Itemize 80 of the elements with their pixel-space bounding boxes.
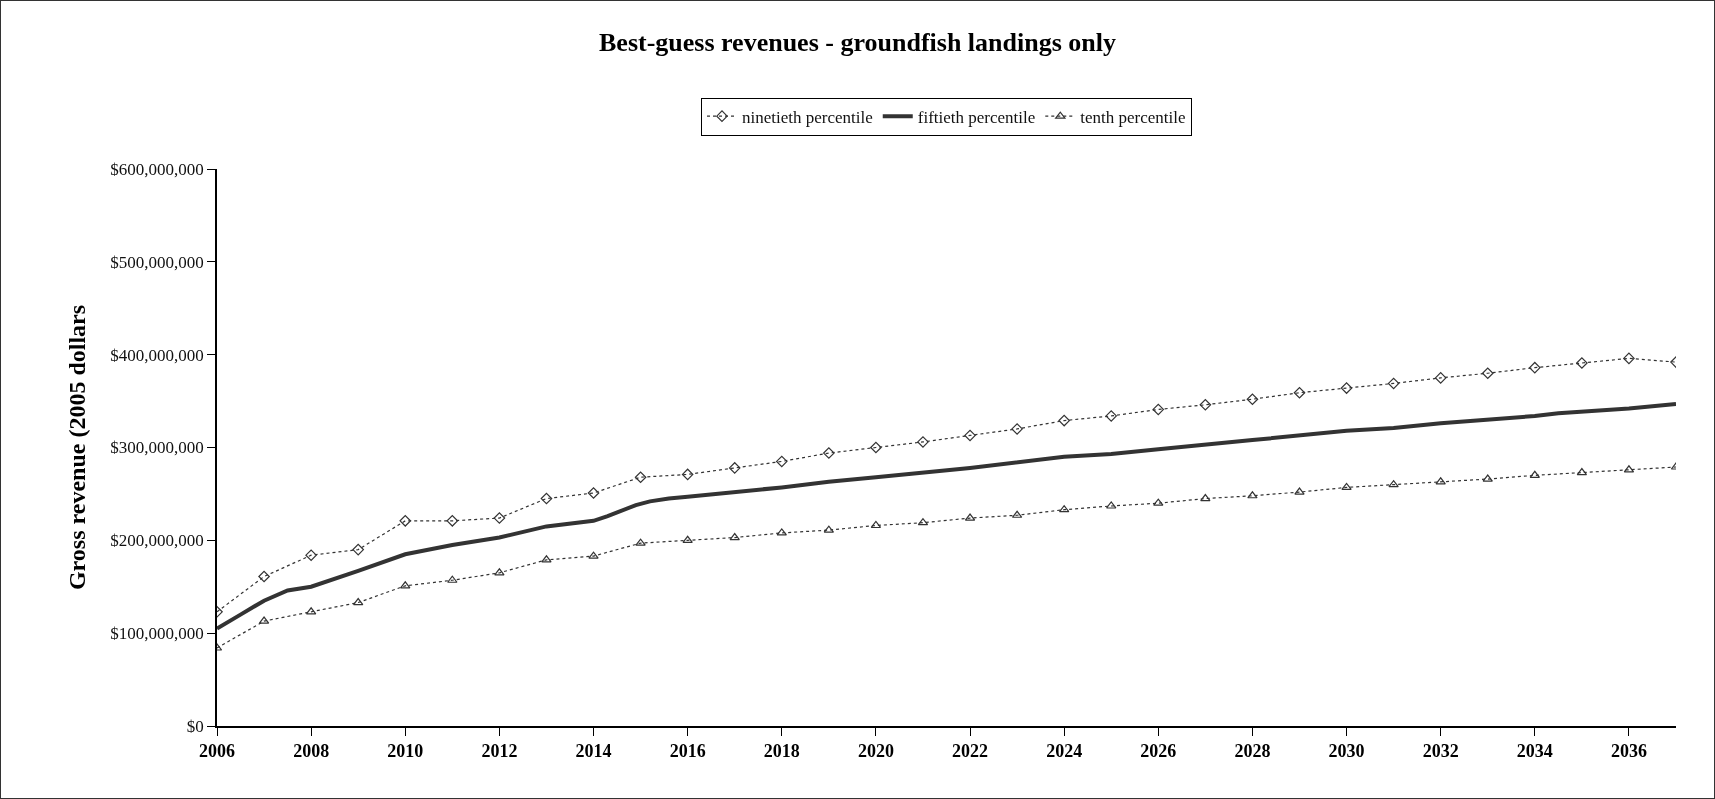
point	[1576, 467, 1588, 476]
point	[1341, 482, 1352, 491]
point	[352, 543, 364, 556]
x-tick-label: 2034	[1516, 741, 1553, 762]
point	[870, 520, 882, 529]
x-tick-label: 2016	[669, 741, 706, 762]
y-tick-label: $0	[186, 716, 204, 736]
point	[541, 555, 552, 563]
point	[681, 468, 694, 481]
point	[1153, 498, 1164, 506]
point	[540, 492, 553, 505]
y-tick-label: $400,000,000	[110, 345, 204, 365]
point	[823, 447, 835, 459]
point	[1199, 399, 1212, 411]
point	[917, 436, 929, 448]
point	[1481, 367, 1494, 380]
point	[635, 538, 646, 546]
point	[1387, 377, 1400, 390]
point	[1294, 487, 1305, 495]
point	[1247, 491, 1258, 499]
point	[964, 429, 976, 442]
line-series	[217, 401, 1676, 631]
x-tick-label: 2036	[1610, 741, 1647, 762]
x-tick-label: 2020	[857, 741, 894, 762]
x-tick-label: 2010	[387, 741, 424, 762]
point	[1105, 410, 1118, 422]
point	[1152, 403, 1165, 416]
point	[1623, 352, 1635, 365]
point	[399, 515, 412, 527]
x-tick-label: 2008	[293, 741, 330, 762]
point	[352, 597, 364, 606]
point	[588, 551, 599, 559]
point	[1482, 474, 1493, 482]
point	[634, 471, 647, 484]
y-tick-label: $500,000,000	[110, 252, 204, 272]
y-tick-label: $100,000,000	[110, 624, 204, 644]
x-tick-label: 2012	[481, 741, 518, 762]
chart-title: Best-guess revenues - groundfish landings only	[599, 28, 1116, 58]
point	[258, 570, 270, 583]
point	[1529, 361, 1541, 374]
x-tick-label: 2030	[1328, 741, 1365, 762]
point	[493, 512, 506, 524]
point	[1246, 393, 1259, 406]
x-tick-label: 2026	[1140, 741, 1177, 762]
point	[1388, 480, 1399, 488]
point	[775, 455, 788, 468]
point	[870, 441, 882, 454]
point	[447, 575, 458, 583]
y-axis-title: Gross revenue (2005 dollars	[63, 304, 90, 591]
legend-label: tenth percentile	[1080, 107, 1186, 127]
point	[776, 528, 787, 536]
x-tick-label: 2024	[1046, 741, 1083, 762]
legend-label: fiftieth percentile	[917, 107, 1036, 127]
x-tick-label: 2006	[199, 741, 235, 762]
y-tick-label: $600,000,000	[110, 159, 204, 179]
point	[1434, 372, 1447, 384]
point	[446, 515, 459, 527]
x-tick-label: 2018	[763, 741, 800, 762]
point	[494, 568, 505, 576]
x-tick-label: 2032	[1422, 741, 1459, 762]
x-tick-label: 2022	[952, 741, 989, 762]
point	[1011, 423, 1023, 435]
point	[1106, 501, 1117, 509]
point	[1435, 477, 1446, 485]
point	[1200, 493, 1211, 502]
point	[1058, 414, 1070, 427]
legend-label: ninetieth percentile	[742, 107, 873, 127]
point	[1576, 357, 1588, 369]
point	[1293, 386, 1306, 399]
point	[400, 581, 411, 589]
y-tick-label: $300,000,000	[110, 438, 204, 458]
point	[1340, 382, 1353, 394]
x-tick-label: 2014	[575, 741, 612, 762]
point	[728, 462, 741, 474]
x-tick-label: 2028	[1234, 741, 1271, 762]
point	[587, 487, 600, 499]
point	[682, 535, 693, 543]
y-tick-label: $200,000,000	[110, 531, 204, 551]
point	[729, 532, 740, 541]
point	[305, 549, 317, 561]
